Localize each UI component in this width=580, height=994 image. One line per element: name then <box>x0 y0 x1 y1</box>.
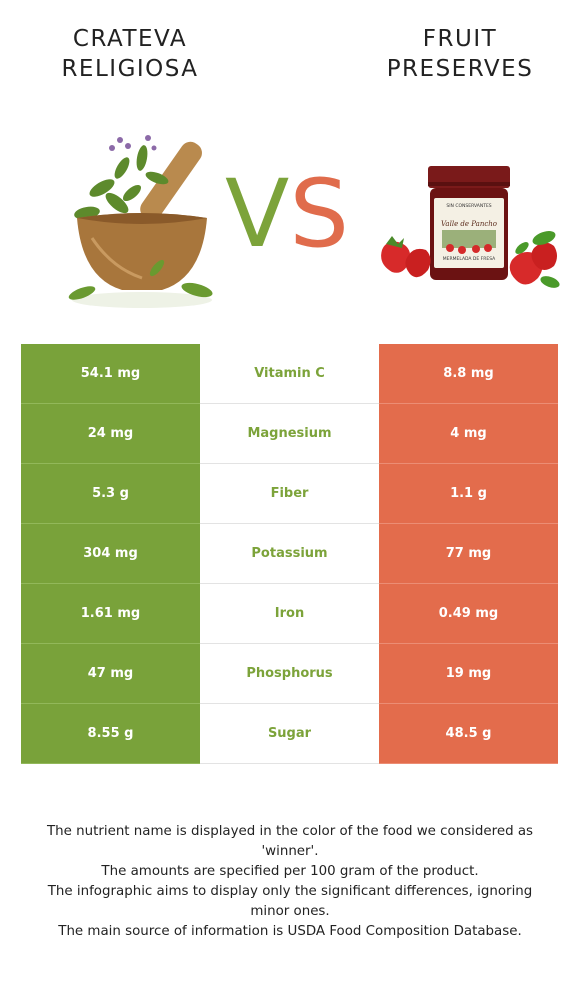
vs-v: V <box>225 160 290 269</box>
comparison-rows: 54.1 mg Vitamin C 8.8 mg 24 mg Magnesium 4 mg… <box>21 344 558 764</box>
right-value: 4 mg <box>379 403 558 464</box>
right-food-title: FRUIT PRESERVES <box>386 26 534 82</box>
left-value: 1.61 mg <box>21 583 200 644</box>
nutrient-row: 304 mg Potassium 77 mg <box>21 523 558 584</box>
nutrient-name: Magnesium <box>200 403 379 464</box>
footnote-line: The infographic aims to display only the… <box>47 884 533 919</box>
jar-top-text: SIN CONSERVANTES <box>446 203 491 209</box>
nutrient-name: Iron <box>200 583 379 644</box>
footnotes: The nutrient name is displayed in the co… <box>30 822 550 942</box>
nutrient-row: 8.55 g Sugar 48.5 g <box>21 703 558 764</box>
nutrient-row: 47 mg Phosphorus 19 mg <box>21 643 558 704</box>
nutrient-name: Fiber <box>200 463 379 524</box>
footnote-line: The nutrient name is displayed in the co… <box>46 824 534 859</box>
nutrient-name: Vitamin C <box>200 344 379 404</box>
jam-jar-image: SIN CONSERVANTES Valle de Pancho MERMELA… <box>381 166 560 288</box>
comparison-table: 54.1 mg Vitamin C 8.8 mg 24 mg Magnesium 4 mg… <box>21 344 558 764</box>
right-value: 0.49 mg <box>379 583 558 644</box>
vs-label: VS <box>222 165 352 265</box>
nutrient-row: 24 mg Magnesium 4 mg <box>21 403 558 464</box>
right-value: 77 mg <box>379 523 558 584</box>
nutrient-name: Sugar <box>200 703 379 764</box>
left-food-title: CRATEVA RELIGIOSA <box>61 26 199 82</box>
right-value: 8.8 mg <box>379 344 558 404</box>
right-value: 48.5 g <box>379 703 558 764</box>
jar-brand-text: Valle de Pancho <box>441 220 497 228</box>
left-value: 8.55 g <box>21 703 200 764</box>
jar-subtitle-text: MERMELADA DE FRESA <box>443 256 496 262</box>
left-value: 47 mg <box>21 643 200 704</box>
nutrient-row: 54.1 mg Vitamin C 8.8 mg <box>21 344 558 404</box>
right-value: 1.1 g <box>379 463 558 524</box>
footnote-line: The amounts are specified per 100 gram o… <box>101 864 479 879</box>
mortar-herbs-image <box>68 135 213 308</box>
nutrient-row: 5.3 g Fiber 1.1 g <box>21 463 558 524</box>
left-value: 24 mg <box>21 403 200 464</box>
left-value: 304 mg <box>21 523 200 584</box>
left-value: 54.1 mg <box>21 344 200 404</box>
nutrient-row: 1.61 mg Iron 0.49 mg <box>21 583 558 644</box>
footnote-line: The main source of information is USDA F… <box>58 924 522 939</box>
nutrient-name: Phosphorus <box>200 643 379 704</box>
left-value: 5.3 g <box>21 463 200 524</box>
right-value: 19 mg <box>379 643 558 704</box>
vs-s: S <box>289 160 349 269</box>
nutrient-name: Potassium <box>200 523 379 584</box>
